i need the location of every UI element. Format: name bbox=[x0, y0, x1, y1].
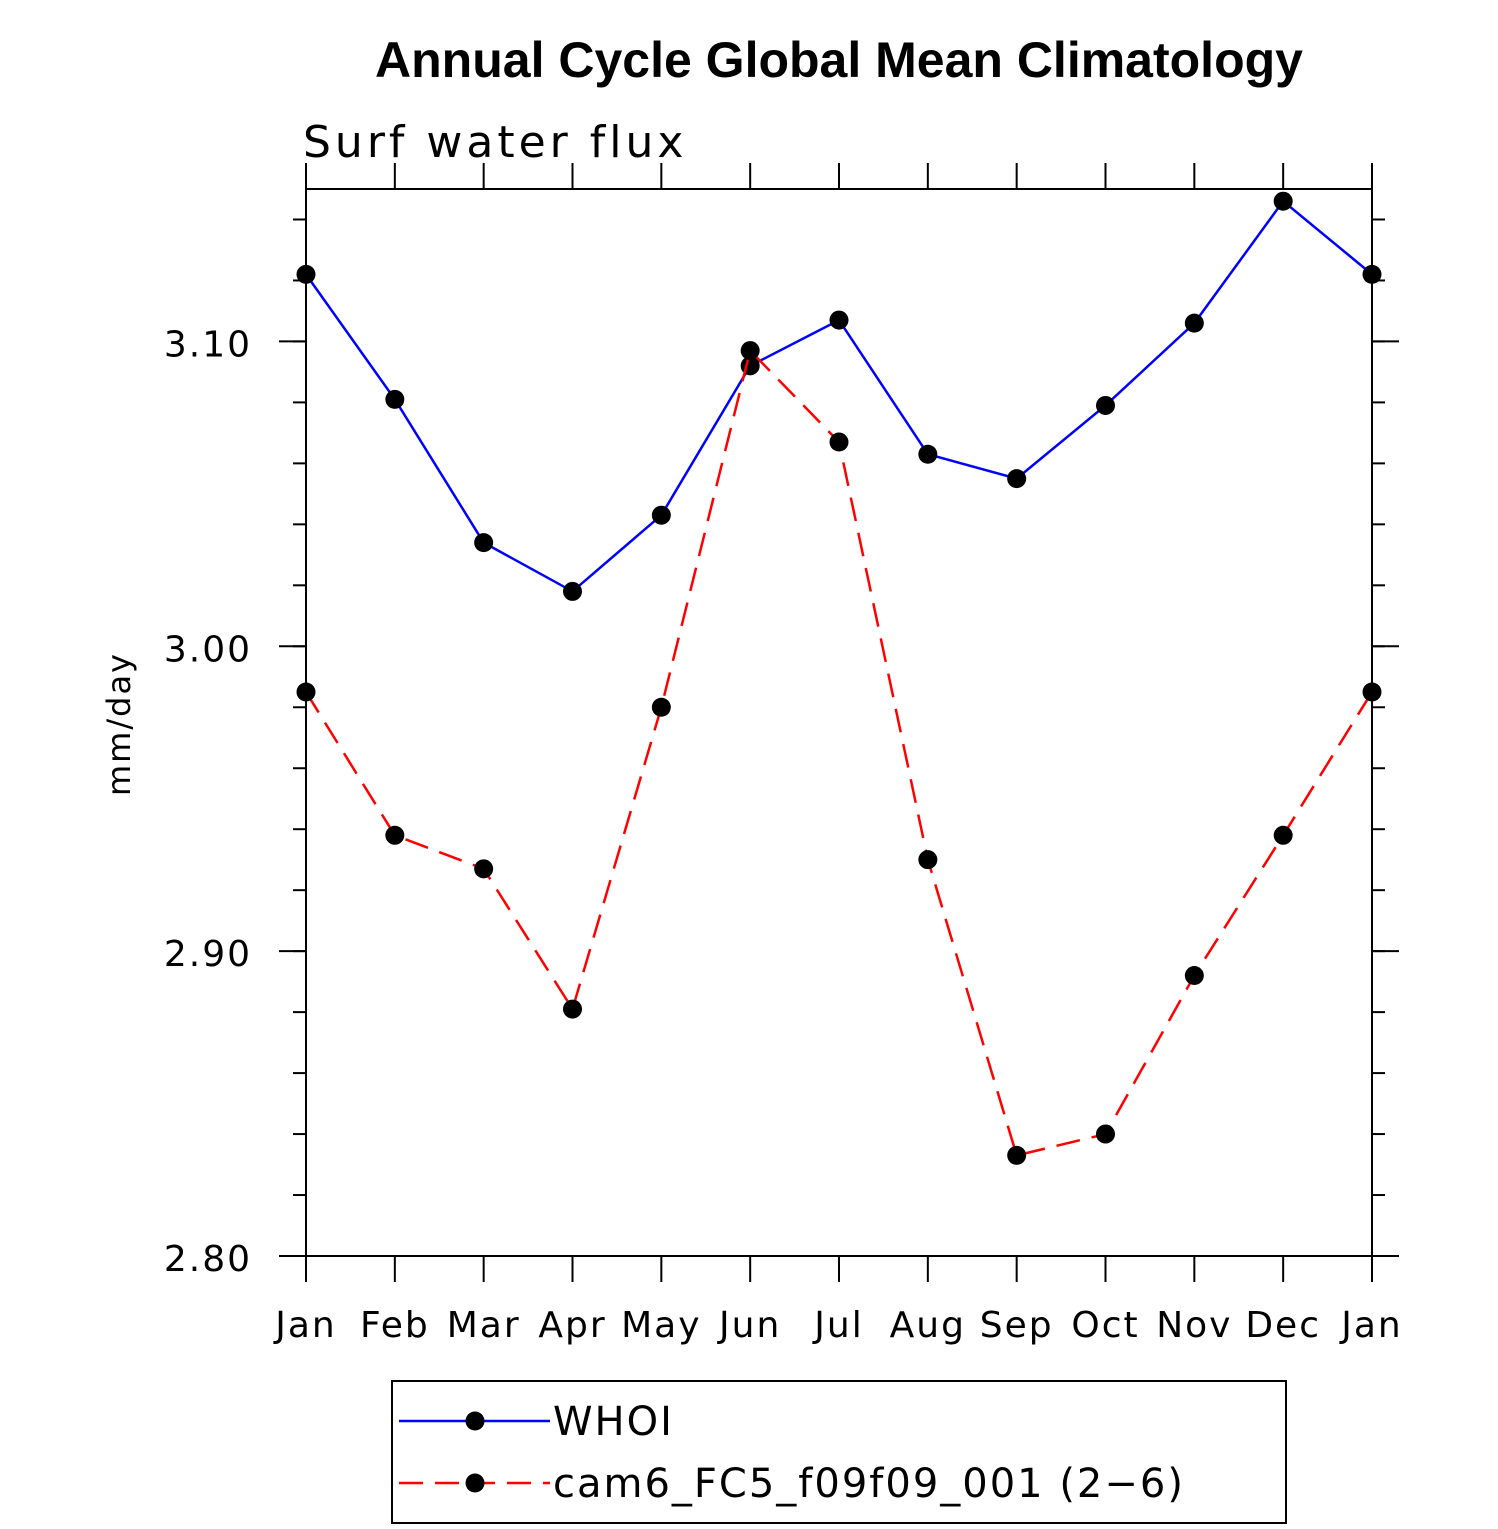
chart-title: Annual Cycle Global Mean Climatology bbox=[375, 32, 1303, 88]
data-point bbox=[651, 697, 671, 717]
x-tick-label: Aug bbox=[890, 1305, 966, 1346]
data-point bbox=[1007, 1145, 1027, 1165]
legend: WHOI cam6_FC5_f09f09_001 (2−6) bbox=[391, 1380, 1287, 1524]
y-tick-label: 2.90 bbox=[164, 934, 252, 975]
data-point bbox=[918, 850, 938, 870]
y-tick-label: 2.80 bbox=[164, 1239, 252, 1280]
series-line-1 bbox=[304, 199, 1373, 593]
data-point bbox=[1184, 313, 1204, 333]
data-point bbox=[1096, 395, 1115, 415]
plot-frame bbox=[305, 188, 1373, 1257]
data-point bbox=[1273, 825, 1293, 845]
x-tick-label: Feb bbox=[360, 1305, 430, 1346]
y-axis-label: mm/day bbox=[100, 652, 138, 796]
legend-box bbox=[391, 1380, 1287, 1524]
data-point bbox=[1362, 264, 1382, 284]
data-point bbox=[829, 432, 849, 452]
data-point bbox=[385, 389, 405, 409]
data-point bbox=[918, 444, 938, 464]
series-layer bbox=[296, 191, 1382, 1165]
y-axis: 2.80 2.90 3.00 3.10 bbox=[164, 218, 1399, 1280]
x-tick-label: Dec bbox=[1245, 1305, 1321, 1346]
x-axis: Jan Feb Mar Apr May Jun Jul Aug Sep Oct Nov Dec Jan bbox=[273, 163, 1403, 1346]
data-point bbox=[740, 341, 760, 361]
data-point bbox=[296, 264, 316, 284]
x-tick-label: May bbox=[621, 1305, 701, 1346]
data-point bbox=[1273, 191, 1293, 211]
data-point bbox=[829, 310, 849, 330]
data-point bbox=[385, 825, 405, 845]
x-tick-label: Nov bbox=[1156, 1305, 1232, 1346]
legend-marker bbox=[465, 1473, 485, 1493]
x-tick-label: Jul bbox=[812, 1305, 863, 1346]
x-tick-label: Jan bbox=[1339, 1305, 1403, 1346]
data-point bbox=[1184, 966, 1204, 986]
data-point bbox=[296, 682, 316, 702]
data-point bbox=[1362, 682, 1382, 702]
x-tick-label: Apr bbox=[538, 1305, 606, 1346]
x-tick-label: Jan bbox=[273, 1305, 337, 1346]
data-point bbox=[1096, 1124, 1115, 1144]
series-line-2 bbox=[304, 348, 1374, 1157]
x-tick-label: Oct bbox=[1071, 1305, 1139, 1346]
data-point bbox=[474, 533, 494, 553]
legend-label: cam6_FC5_f09f09_001 (2−6) bbox=[553, 1461, 1185, 1507]
data-point bbox=[563, 581, 582, 601]
legend-label: WHOI bbox=[553, 1399, 674, 1445]
x-tick-label: Sep bbox=[980, 1305, 1054, 1346]
data-point bbox=[474, 859, 494, 879]
y-tick-label: 3.00 bbox=[164, 629, 252, 670]
chart-subtitle: Surf water flux bbox=[303, 117, 687, 168]
data-point bbox=[563, 999, 582, 1019]
data-point bbox=[1007, 469, 1027, 489]
legend-marker bbox=[465, 1411, 485, 1431]
plot-area bbox=[305, 188, 1373, 1257]
y-tick-label: 3.10 bbox=[164, 324, 252, 365]
x-tick-label: Mar bbox=[447, 1305, 521, 1346]
data-point bbox=[651, 505, 671, 525]
x-tick-label: Jun bbox=[717, 1305, 781, 1346]
